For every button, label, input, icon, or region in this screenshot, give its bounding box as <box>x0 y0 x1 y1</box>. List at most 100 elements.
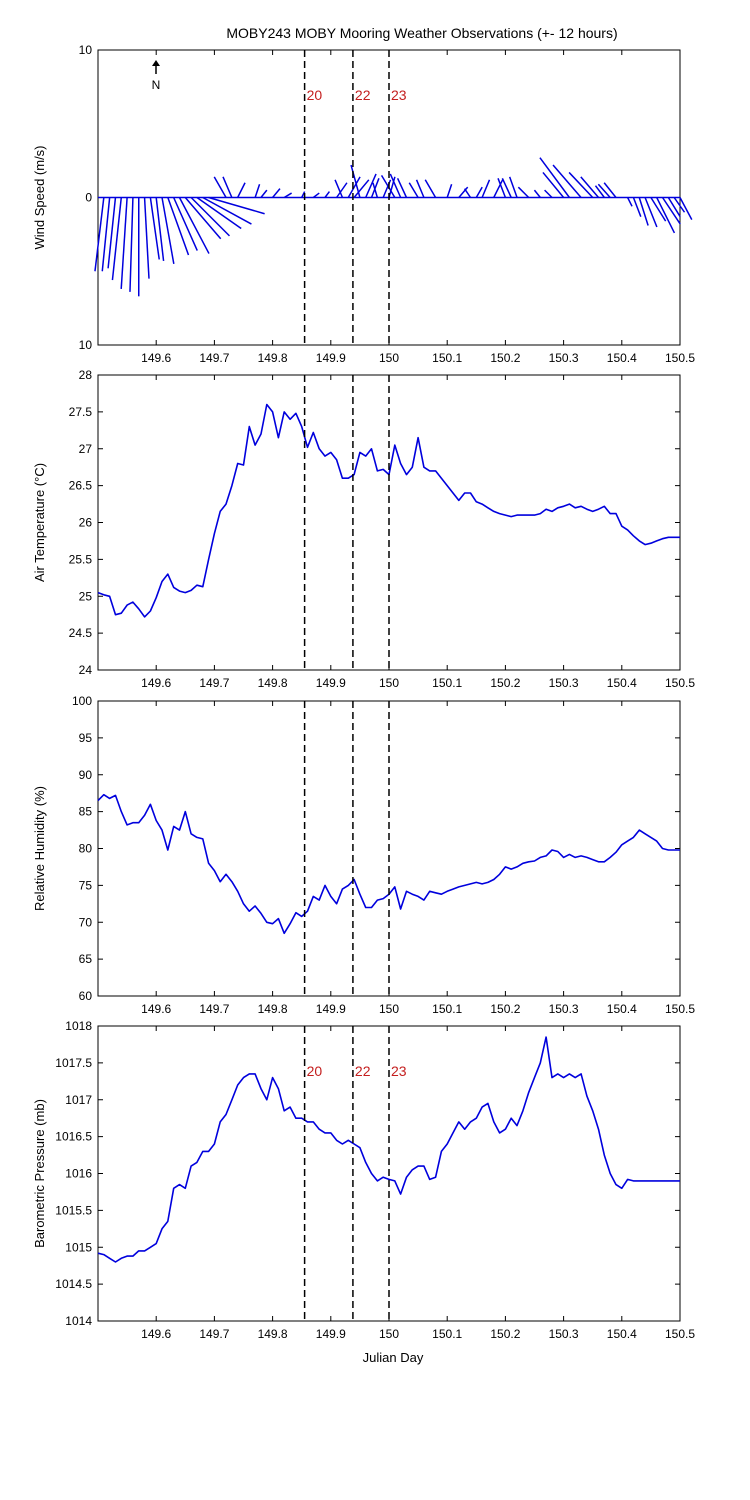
wind-stick <box>353 179 370 198</box>
wind-stick <box>372 182 379 198</box>
wind-stick <box>552 164 582 198</box>
event-marker-label: 23 <box>391 1063 407 1079</box>
wind-stick <box>184 197 222 240</box>
y-tick-label: 25.5 <box>69 552 93 566</box>
wind-stick <box>501 178 512 198</box>
wind-stick <box>389 173 402 198</box>
x-tick-label: 150.4 <box>607 676 637 690</box>
wind-stick <box>544 189 553 199</box>
wind-stick <box>254 183 261 198</box>
x-tick-label: 150.3 <box>549 1327 579 1341</box>
x-tick-label: 150.3 <box>549 676 579 690</box>
y-tick-label: 24.5 <box>69 626 93 640</box>
wind-stick <box>446 183 453 198</box>
wind-stick <box>679 197 693 220</box>
y-tick-label: 90 <box>79 768 93 782</box>
x-tick-label: 150.2 <box>490 676 520 690</box>
wind-stick <box>650 197 667 222</box>
x-tick-label: 149.7 <box>199 351 229 365</box>
wind-stick <box>533 189 541 198</box>
wind-stick <box>161 197 175 265</box>
chart-panel-3: 149.6 149.7 149.8 149.9 150 150.1 150.2 150.3 15… <box>32 694 695 1016</box>
y-tick-label: 24 <box>79 663 93 677</box>
wind-stick <box>365 173 377 198</box>
wind-stick <box>334 179 344 198</box>
wind-stick <box>673 197 686 213</box>
event-marker-label: 23 <box>391 87 407 103</box>
wind-stick <box>312 192 320 199</box>
x-tick-label: 150.5 <box>665 1002 695 1016</box>
figure-title: MOBY243 MOBY Mooring Weather Observation… <box>226 25 617 41</box>
wind-stick <box>213 176 227 198</box>
wind-stick <box>324 191 331 198</box>
y-axis-label: Barometric Pressure (mb) <box>32 1099 47 1248</box>
x-tick-label: 150 <box>379 351 399 365</box>
event-marker-label: 20 <box>307 87 323 103</box>
x-tick-label: 149.6 <box>141 676 171 690</box>
wind-stick <box>539 157 571 198</box>
y-tick-label: 1017 <box>65 1093 92 1107</box>
y-tick-label: 26.5 <box>69 479 93 493</box>
wind-stick <box>396 178 408 198</box>
wind-stick <box>149 197 160 260</box>
wind-stick <box>172 197 198 251</box>
x-tick-label: 149.9 <box>316 1002 346 1016</box>
y-tick-label: 1015.5 <box>55 1203 92 1217</box>
x-tick-label: 150.4 <box>607 351 637 365</box>
x-tick-label: 150.2 <box>490 351 520 365</box>
wind-stick <box>458 186 469 198</box>
wind-stick <box>656 197 676 234</box>
wind-stick <box>155 197 165 262</box>
x-tick-label: 150 <box>379 676 399 690</box>
x-tick-label: 149.6 <box>141 351 171 365</box>
x-tick-label: 150.3 <box>549 1002 579 1016</box>
wind-stick <box>222 176 233 198</box>
wind-stick <box>196 196 242 230</box>
x-tick-label: 150.3 <box>549 351 579 365</box>
y-tick-label: 1016 <box>65 1167 92 1181</box>
x-tick-label: 150.4 <box>607 1327 637 1341</box>
wind-stick <box>463 188 472 198</box>
wind-stick <box>497 178 507 198</box>
y-tick-label: 26 <box>79 516 93 530</box>
x-tick-label: 149.8 <box>258 1002 288 1016</box>
wind-stick <box>202 196 252 225</box>
y-tick-label: 1015 <box>65 1240 92 1254</box>
wind-stick <box>380 174 396 198</box>
wind-stick <box>301 191 306 198</box>
x-tick-label: 150 <box>379 1002 399 1016</box>
wind-stick <box>508 176 518 198</box>
wind-stick <box>481 179 491 198</box>
wind-stick <box>336 182 348 198</box>
y-tick-label: 10 <box>79 43 93 57</box>
wind-stick <box>594 185 605 198</box>
wind-stick <box>667 197 681 218</box>
y-tick-label: 1017.5 <box>55 1056 92 1070</box>
x-axis-label: Julian Day <box>363 1350 424 1365</box>
wind-stick <box>178 197 210 254</box>
wind-stick <box>237 182 246 198</box>
x-tick-label: 150.5 <box>665 351 695 365</box>
wind-stick <box>580 176 600 198</box>
wind-stick <box>260 189 268 198</box>
x-tick-label: 149.8 <box>258 676 288 690</box>
wind-stick <box>107 197 117 269</box>
x-tick-label: 150 <box>379 1327 399 1341</box>
y-tick-label: 27 <box>79 442 93 456</box>
wind-stick <box>568 171 594 199</box>
wind-stick <box>424 179 437 198</box>
wind-stick <box>347 176 361 198</box>
y-axis-label: Relative Humidity (%) <box>32 786 47 911</box>
chart-panel-4: 149.6 149.7 149.8 149.9 150 150.1 150.2 150.3 15… <box>32 1019 695 1341</box>
x-tick-label: 149.6 <box>141 1327 171 1341</box>
data-line <box>97 1036 680 1263</box>
wind-stick <box>626 197 633 207</box>
y-axis-label: Air Temperature (°C) <box>32 463 47 582</box>
x-tick-label: 149.7 <box>199 1002 229 1016</box>
event-marker-label: 22 <box>355 87 371 103</box>
wind-stick <box>415 179 425 198</box>
wind-stick <box>408 182 419 198</box>
x-tick-label: 150.1 <box>432 676 462 690</box>
y-tick-label: 95 <box>79 731 93 745</box>
